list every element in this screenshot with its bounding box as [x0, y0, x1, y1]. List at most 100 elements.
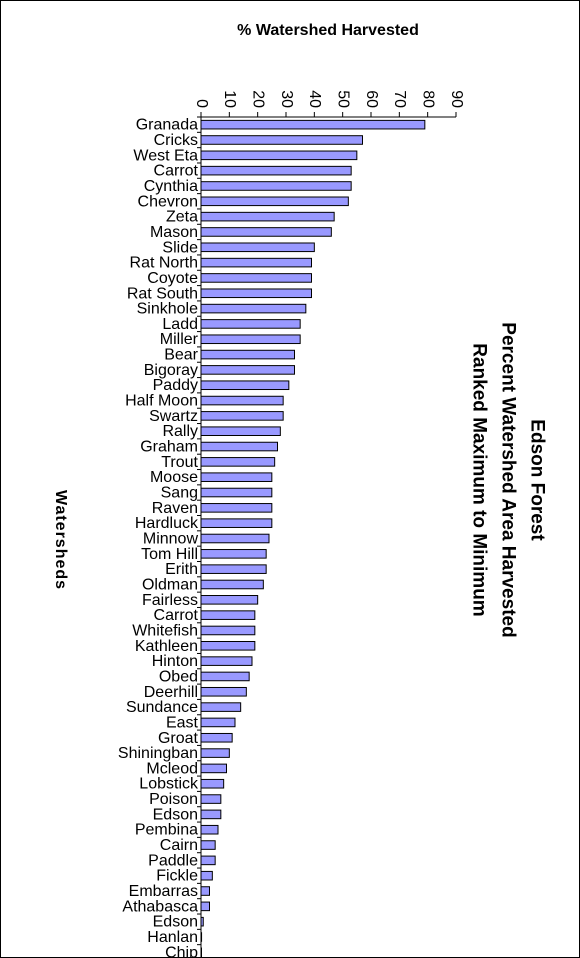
bar: [200, 411, 284, 421]
bar: [200, 119, 426, 130]
x-tick-label: 20: [249, 90, 266, 108]
bar: [200, 165, 352, 176]
category-label: Whitefish: [132, 622, 198, 639]
category-label: Fairless: [142, 592, 198, 609]
category-label: Mason: [150, 224, 198, 241]
y-axis-title: Watersheds: [52, 489, 69, 591]
category-label: Sinkhole: [137, 301, 198, 318]
category-label: Hinton: [152, 653, 198, 670]
x-tick-label: 90: [448, 90, 465, 108]
category-label: Cynthia: [144, 178, 198, 195]
category-label: East: [166, 714, 199, 731]
bar: [200, 702, 242, 712]
category-label: Rally: [162, 423, 198, 440]
bar: [200, 824, 219, 835]
category-label: Lobstick: [139, 776, 199, 793]
category-label: Cairn: [160, 837, 198, 854]
bar: [200, 196, 349, 207]
chart-title: Edson Forest: [526, 419, 548, 541]
bar: [200, 227, 332, 237]
bar: [200, 840, 216, 850]
bar: [200, 135, 363, 145]
bar: [200, 932, 203, 942]
bar: [200, 595, 259, 605]
bar: [200, 870, 213, 881]
x-tick-label: 0: [193, 99, 210, 108]
bar: [200, 288, 312, 299]
bar: [200, 380, 290, 391]
category-label: Paddle: [148, 852, 198, 869]
category-label: Poison: [149, 791, 198, 808]
bar: [200, 686, 247, 697]
category-label: Shiningban: [118, 745, 198, 762]
bar: [200, 257, 312, 268]
bar: [200, 395, 284, 406]
bar: [200, 886, 210, 896]
bar: [200, 625, 256, 636]
x-tick-label: 70: [391, 90, 408, 108]
bar: [200, 242, 315, 253]
category-label: Chevron: [138, 193, 198, 210]
category-label: Rat South: [127, 285, 198, 302]
category-label: Half Moon: [125, 393, 198, 410]
bar: [200, 549, 267, 559]
category-label: Edson: [153, 914, 198, 931]
category-label: Mcleod: [146, 760, 198, 777]
bar: [200, 809, 222, 820]
x-tick-label: 30: [278, 90, 295, 108]
category-label: Cricks: [154, 132, 198, 149]
bar: [200, 365, 295, 375]
category-label: Embarras: [129, 883, 198, 900]
category-label: Ladd: [162, 316, 198, 333]
bar: [200, 472, 273, 482]
bar: [200, 181, 352, 191]
bar: [200, 640, 256, 651]
x-tick-label: 40: [306, 90, 323, 108]
category-label: Coyote: [147, 270, 198, 287]
bar: [200, 656, 253, 666]
bar: [200, 610, 256, 620]
bar: [200, 150, 358, 161]
bar: [200, 778, 225, 789]
bar: [200, 349, 295, 360]
category-label: West Eta: [133, 147, 198, 164]
x-axis-title: % Watershed Harvested: [237, 22, 419, 39]
x-tick-label: 60: [363, 90, 380, 108]
bar: [200, 564, 267, 574]
chart-subtitle-2: Ranked Maximum to Minimum: [468, 343, 490, 617]
category-label: Pembina: [135, 822, 198, 839]
category-label: Chip: [165, 944, 198, 958]
bar: [200, 947, 202, 958]
bar: [200, 717, 236, 728]
bar: [200, 533, 270, 544]
category-label: Bigoray: [144, 362, 198, 379]
bar: [200, 319, 301, 329]
x-tick-label: 50: [334, 90, 351, 108]
category-label: Edson: [153, 806, 198, 823]
bar: [200, 732, 233, 743]
bar: [200, 855, 216, 866]
category-label: Swartz: [149, 408, 198, 425]
bar: [200, 457, 276, 467]
bar: [200, 794, 222, 804]
category-label: Raven: [152, 500, 198, 517]
category-label: Zeta: [166, 209, 198, 226]
category-label: Erith: [165, 561, 198, 578]
category-label: Athabasca: [122, 898, 198, 915]
category-label: Trout: [161, 454, 198, 471]
category-label: Fickle: [156, 868, 198, 885]
category-label: Moose: [150, 469, 198, 486]
bar: [200, 518, 273, 528]
category-label: Miller: [160, 331, 199, 348]
bar: [200, 579, 264, 590]
category-label: Carrot: [154, 163, 199, 180]
category-label: Bear: [164, 347, 198, 364]
category-label: Kathleen: [135, 638, 198, 655]
category-label: Granada: [136, 117, 198, 134]
bar: [200, 916, 204, 927]
bar: [200, 503, 273, 513]
bar: [200, 273, 312, 283]
bar: [200, 487, 273, 498]
category-label: Rat North: [130, 255, 198, 272]
